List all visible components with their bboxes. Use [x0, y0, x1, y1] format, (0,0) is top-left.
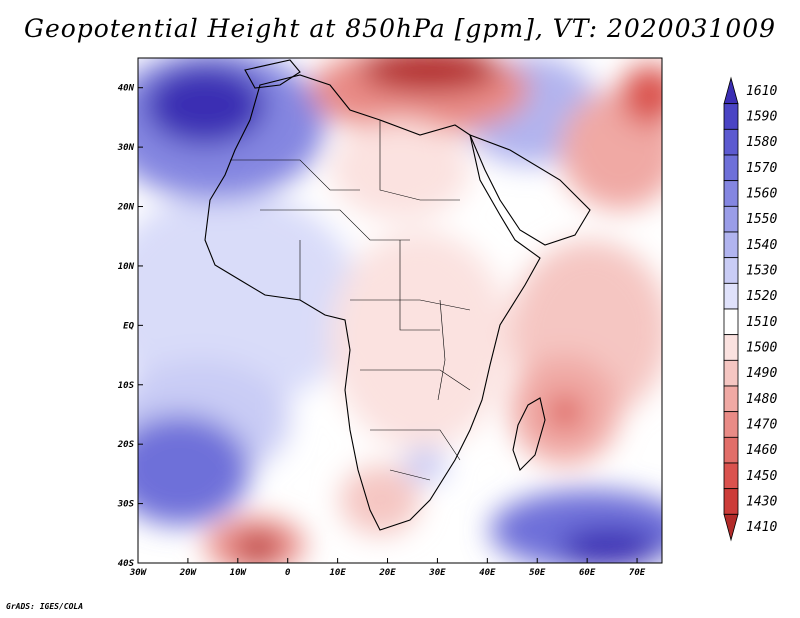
arabia-coastline — [468, 134, 591, 246]
x-tick-label: 10W — [230, 568, 248, 578]
colorbar-label: 1590 — [746, 110, 777, 125]
field-southern-core — [238, 534, 278, 562]
colorbar-swatch — [723, 76, 739, 105]
colorbar-swatch — [723, 385, 739, 413]
grads-credit: GrADS: IGES/COLA — [6, 602, 84, 611]
x-tick-label: 10E — [329, 568, 346, 578]
x-tick-label: 20E — [378, 568, 396, 578]
colorbar-label: 1520 — [746, 289, 777, 304]
colorbar-swatch — [723, 411, 739, 438]
colorbar-swatch — [723, 513, 739, 542]
field-south-africa — [340, 465, 420, 535]
colorbar-label: 1490 — [746, 366, 777, 381]
y-tick-label: 30N — [117, 143, 135, 153]
y-tick-label: 40N — [118, 84, 135, 94]
field-azores-core — [145, 65, 265, 145]
colorbar-swatch — [723, 334, 739, 361]
y-tick-label: EQ — [123, 321, 134, 331]
africa-coastline — [204, 74, 541, 531]
madagascar-coastline — [512, 397, 546, 472]
colorbar-label: 1460 — [746, 443, 777, 458]
y-axis: 40N 30N 20N 10N EQ 10S 20S 30S 40S — [117, 84, 143, 569]
colorbar-label: 1580 — [746, 135, 777, 150]
colorbar-label: 1570 — [746, 161, 777, 176]
colorbar-label: 1510 — [746, 315, 777, 330]
x-axis: 30W 20W 10W 0 10E 20E 30E 40E 50E 60E 70E — [129, 558, 646, 578]
y-tick-label: 10S — [118, 381, 135, 391]
coastlines — [204, 59, 591, 531]
country-borders — [230, 120, 471, 481]
colorbar-swatch — [723, 436, 739, 464]
x-tick-label: 60E — [579, 568, 596, 578]
colorbar-swatch — [723, 103, 739, 130]
field-atlantic-tropics — [138, 190, 360, 410]
x-tick-label: 50E — [529, 568, 546, 578]
colorbar-swatch — [723, 180, 739, 207]
colorbar-swatch — [723, 231, 739, 259]
colorbar-swatch — [723, 257, 739, 284]
colorbar-label: 1450 — [746, 469, 777, 484]
colorbar-swatch — [723, 308, 739, 336]
x-tick-label: 40E — [479, 568, 496, 578]
height-field — [138, 58, 662, 563]
colorbar-swatch — [723, 154, 739, 182]
x-tick-label: 30E — [428, 568, 446, 578]
plot-frame — [137, 57, 663, 564]
field-med-core — [360, 58, 500, 92]
y-tick-label: 20S — [117, 440, 135, 450]
colorbar-swatch — [723, 205, 739, 233]
field-kalahari — [403, 447, 447, 483]
colorbar-label: 1470 — [746, 418, 777, 433]
y-tick-label: 40S — [118, 559, 135, 569]
colorbar-swatch — [723, 282, 739, 310]
field-sahara — [330, 120, 470, 220]
colorbar-label: 1610 — [746, 84, 777, 99]
y-tick-label: 30S — [117, 500, 135, 510]
field-iran-low — [620, 65, 662, 125]
x-tick-label: 70E — [629, 568, 646, 578]
iberia-coastline — [244, 59, 301, 89]
colorbar-swatch — [723, 359, 739, 387]
colorbar-swatch — [723, 462, 739, 490]
x-tick-label: 0 — [285, 568, 291, 578]
colorbar-label: 1430 — [746, 495, 777, 510]
field-south-indian-core — [560, 528, 660, 563]
colorbar-swatch — [723, 488, 739, 515]
chart-title: Geopotential Height at 850hPa [gpm], VT:… — [23, 14, 777, 43]
colorbar-label: 1530 — [746, 264, 777, 279]
x-tick-label: 20W — [179, 568, 198, 578]
x-tick-label: 30W — [129, 568, 148, 578]
colorbar-label: 1560 — [746, 187, 777, 202]
colorbar: 1610 1590 1580 1570 1560 1550 1540 1530 1520 1510… — [723, 76, 777, 542]
field-south-atlantic-high — [138, 415, 250, 525]
field-central-africa — [330, 230, 510, 450]
colorbar-label: 1500 — [746, 341, 777, 356]
colorbar-swatch — [723, 128, 739, 156]
colorbar-label: 1550 — [746, 212, 777, 227]
colorbar-label: 1410 — [746, 520, 777, 535]
colorbar-label: 1540 — [746, 238, 777, 253]
colorbar-label: 1480 — [746, 392, 777, 407]
y-tick-label: 20N — [117, 203, 135, 213]
y-tick-label: 10N — [118, 262, 135, 272]
field-madagascar-core — [549, 396, 581, 428]
